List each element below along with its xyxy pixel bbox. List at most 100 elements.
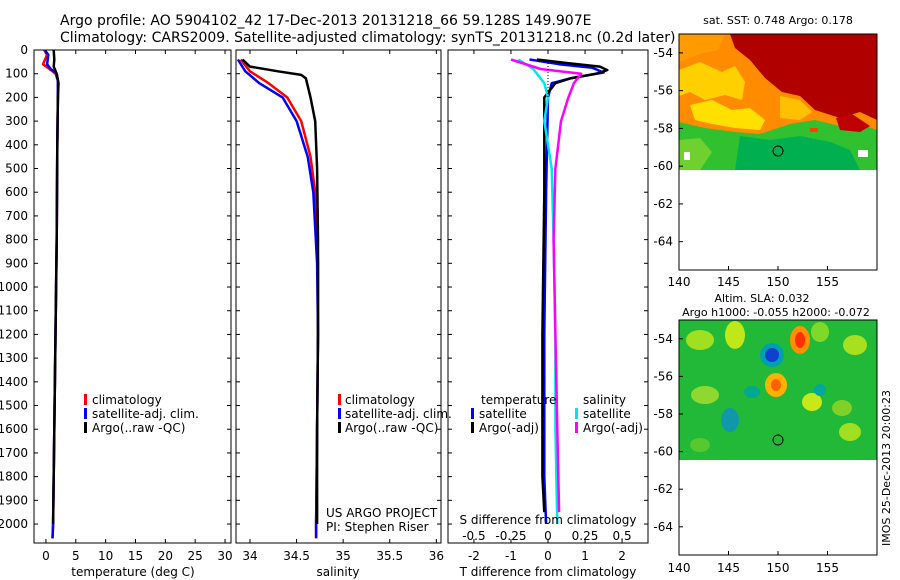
x-tick-label: -2: [468, 549, 480, 563]
sst-field: [679, 34, 877, 170]
map-x-tick-label: 140: [668, 561, 691, 575]
map-x-tick-label: 140: [668, 275, 691, 289]
sla-nodata: [679, 460, 877, 555]
depth-tick-label: 1100: [0, 304, 28, 318]
depth-tick-label: 2000: [0, 517, 28, 531]
depth-tick-label: 100: [5, 67, 28, 81]
map-y-tick-label: -64: [653, 520, 673, 534]
x-tick-label: 30: [217, 549, 232, 563]
x-tick-label: 5: [72, 549, 80, 563]
map-x-tick-label: 145: [717, 561, 740, 575]
map-y-tick-label: -64: [653, 235, 673, 249]
sst-nodata: [679, 170, 877, 270]
x-tick-label: 34: [242, 549, 257, 563]
salinity-panel-frame: [235, 49, 442, 544]
legend-swatch-temp-satellite: [471, 408, 474, 419]
pi-annotation: PI: Stephen Riser: [326, 520, 429, 534]
salinity-legend: climatology satellite-adj. clim. Argo(..…: [326, 393, 452, 534]
x-tick-label: 2: [618, 549, 626, 563]
map-y-tick-label: -60: [653, 159, 673, 173]
x-tick-label: 35.5: [376, 549, 403, 563]
legend-swatch-argo: [338, 422, 341, 433]
sst-map: [678, 33, 878, 271]
map-y-tick-label: -58: [653, 407, 673, 421]
map-x-tick-label: 155: [816, 275, 839, 289]
series-line: [241, 58, 320, 524]
legend-label-climatology: climatology: [345, 393, 415, 407]
project-annotation: US ARGO PROJECT: [326, 506, 438, 520]
legend-swatch-sal-satellite: [575, 408, 578, 419]
temperature-series: [41, 49, 60, 539]
temperature-legend: climatology satellite-adj. clim. Argo(..…: [84, 393, 199, 435]
legend-swatch-argo: [84, 422, 87, 433]
legend-swatch-satellite: [338, 408, 341, 419]
sla-map-subtitle: Argo h1000: -0.055 h2000: -0.072: [682, 306, 870, 319]
temperature-panel-frame: [33, 49, 232, 544]
map-y-tick-label: -56: [653, 84, 673, 98]
legend-label-temp-argo: Argo(-adj): [479, 421, 539, 435]
depth-tick-label: 600: [5, 185, 28, 199]
sst-map-title: sat. SST: 0.748 Argo: 0.178: [703, 14, 853, 27]
depth-tick-label: 1600: [0, 422, 28, 436]
depth-tick-label: 1000: [0, 280, 28, 294]
map-y-tick-label: -56: [653, 369, 673, 383]
series-line: [510, 58, 583, 513]
plot-title-line2: Climatology: CARS2009. Satellite-adjuste…: [60, 30, 676, 46]
series-line: [239, 58, 320, 539]
legend-label-argo: Argo(..raw -QC): [345, 421, 438, 435]
depth-tick-label: 500: [5, 162, 28, 176]
s-tick-label: -0.25: [495, 529, 526, 543]
depth-tick-label: 800: [5, 233, 28, 247]
legend-swatch-sal-argo: [575, 422, 578, 433]
map-x-tick-label: 145: [717, 275, 740, 289]
map-y-tick-label: -62: [653, 197, 673, 211]
legend-label-argo: Argo(..raw -QC): [92, 421, 185, 435]
legend-title-temperature: temperature: [481, 393, 556, 407]
s-tick-label: 0.5: [613, 529, 632, 543]
sst-map-axes: 140 145 150 155 -54 -56 -58 -60 -62 -64: [653, 46, 839, 289]
x-tick-label: 36: [429, 549, 444, 563]
x-tick-label: -1: [505, 549, 517, 563]
sla-argo-location: [772, 434, 784, 446]
depth-tick-label: 400: [5, 138, 28, 152]
legend-label-climatology: climatology: [92, 393, 162, 407]
sla-map-title: Altim. SLA: 0.032: [714, 292, 809, 305]
x-tick-label: 0: [544, 549, 552, 563]
temperature-xlabel: temperature (deg C): [71, 565, 194, 579]
legend-label-temp-satellite: satellite: [479, 407, 527, 421]
legend-swatch-temp-argo: [471, 422, 474, 433]
legend-swatch-climatology: [84, 394, 87, 405]
x-tick-label: 35: [336, 549, 351, 563]
x-tick-label: 34.5: [283, 549, 310, 563]
map-y-tick-label: -60: [653, 445, 673, 459]
sla-field: [679, 320, 877, 460]
map-y-tick-label: -54: [653, 46, 673, 60]
sla-map-axes: 140 145 150 155 -54 -56 -58 -60 -62 -64: [653, 332, 839, 575]
legend-swatch-climatology: [338, 394, 341, 405]
legend-label-sal-argo: Argo(-adj): [583, 421, 643, 435]
depth-tick-label: 900: [5, 256, 28, 270]
depth-tick-label: 1500: [0, 399, 28, 413]
salinity-xlabel: salinity: [316, 565, 359, 579]
x-tick-label: 1: [581, 549, 589, 563]
map-x-tick-label: 155: [816, 561, 839, 575]
depth-tick-label: 1300: [0, 351, 28, 365]
legend-swatch-satellite: [84, 408, 87, 419]
salinity-series: [236, 58, 320, 539]
depth-tick-label: 1200: [0, 327, 28, 341]
x-tick-label: 25: [188, 549, 203, 563]
sla-map: [678, 319, 878, 556]
s-tick-label: -0.5: [462, 529, 485, 543]
s-tick-label: 0.25: [572, 529, 599, 543]
map-x-tick-label: 150: [767, 275, 790, 289]
series-line: [51, 49, 60, 525]
depth-tick-label: 0: [20, 43, 28, 57]
x-tick-label: 0: [42, 549, 50, 563]
legend-label-satellite: satellite-adj. clim.: [345, 407, 452, 421]
difference-xlabel: T difference from climatology: [459, 565, 637, 579]
plot-title-line1: Argo profile: AO 5904102_42 17-Dec-2013 …: [60, 13, 592, 29]
difference-series: [510, 58, 609, 525]
series-line: [236, 58, 320, 539]
legend-label-sal-satellite: satellite: [583, 407, 631, 421]
sst-argo-location: [772, 145, 784, 157]
